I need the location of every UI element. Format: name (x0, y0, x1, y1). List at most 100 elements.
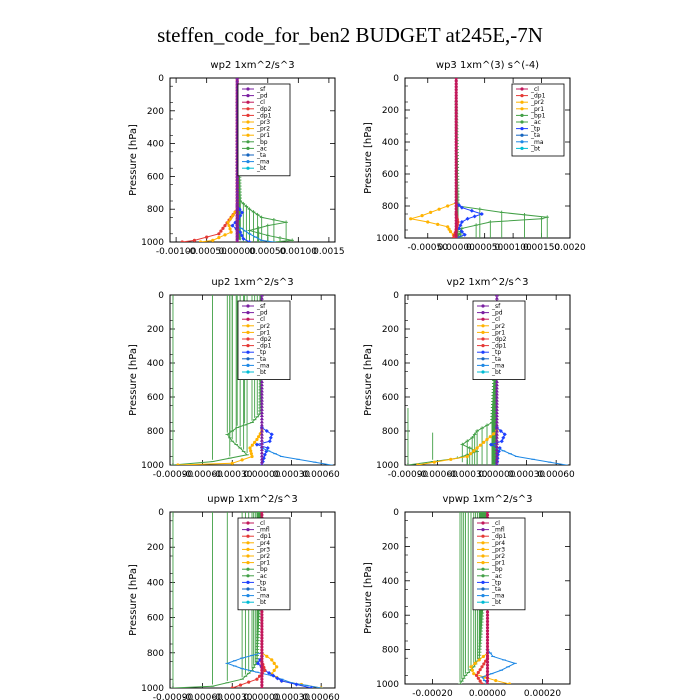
marker-pr (416, 463, 420, 465)
legend-box (237, 83, 291, 177)
marker-sf (494, 432, 499, 436)
marker-cl (454, 201, 458, 205)
marker-cl (454, 88, 458, 92)
marker-sf (235, 216, 240, 220)
x-tick-label: -0.00050 (186, 247, 227, 257)
legend-marker (481, 574, 485, 578)
marker-cl (485, 629, 490, 633)
x-tick-label: 0.00060 (303, 470, 340, 480)
y-tick-label: 1000 (376, 680, 399, 690)
y-axis-label: Pressure [hPa] (363, 344, 374, 416)
marker-sf (259, 379, 264, 384)
marker-sf (494, 450, 499, 455)
legend-label: _dp1 (256, 533, 272, 540)
marker-sf (235, 210, 240, 214)
marker-pr (217, 236, 221, 240)
y-tick-label: 800 (382, 202, 399, 212)
marker-pr (250, 454, 254, 459)
marker-cl (454, 93, 458, 98)
marker-sf (235, 204, 240, 208)
marker-bp (227, 295, 232, 459)
marker-cl (454, 85, 458, 89)
legend-box (472, 517, 526, 611)
legend-label: _pr2 (256, 126, 270, 133)
panel-title: upwp 1xm^2/s^3 (207, 494, 297, 505)
marker-cl (454, 143, 458, 147)
marker-sf (235, 174, 240, 178)
series-line-pr (417, 430, 498, 465)
marker-cl (454, 146, 458, 150)
x-tick-label: -0.00020 (412, 689, 453, 699)
legend: _cl_dp1_pr2_pr1_bp1_ac_tp_ta_ma_bt (511, 83, 565, 157)
legend-label: _pr2 (491, 553, 505, 560)
legend-marker (246, 357, 250, 361)
legend-label: _cl (491, 316, 500, 323)
marker-sf (259, 447, 264, 452)
y-tick-label: 0 (158, 291, 164, 301)
y-tick-label: 200 (147, 107, 164, 117)
legend-label: _ma (256, 362, 270, 369)
marker-cl (454, 192, 458, 196)
marker-dp (230, 686, 234, 688)
marker-cl (260, 633, 264, 637)
legend-label: _dp2 (256, 106, 272, 113)
marker-sf (494, 444, 499, 448)
marker-tp (502, 432, 507, 437)
marker-sf (259, 422, 264, 427)
marker-tp (267, 671, 272, 676)
marker-cl (454, 128, 458, 132)
panel-title: vpwp 1xm^2/s^3 (442, 494, 532, 505)
legend-label: _bt (491, 369, 502, 376)
legend-label: _pr3 (256, 546, 270, 553)
marker-cl (485, 669, 490, 674)
legend-label: _ta (256, 586, 266, 593)
marker-cl (485, 648, 490, 652)
marker-sf (259, 407, 264, 411)
marker-sf (259, 391, 264, 396)
legend-marker (246, 541, 250, 545)
marker-dp (255, 677, 259, 681)
marker-pr (228, 217, 232, 221)
legend-marker (481, 357, 485, 361)
legend-label: _dp1 (256, 343, 272, 350)
legend-label: _pr4 (256, 540, 270, 547)
marker-cl (454, 224, 458, 228)
x-tick-label: -0.00060 (417, 470, 458, 480)
legend-label: _pr2 (256, 323, 270, 330)
marker-cl (260, 636, 264, 640)
legend-marker (481, 547, 485, 552)
legend-label: _sf (491, 303, 501, 310)
y-tick-label: 200 (147, 325, 164, 335)
legend-marker (246, 87, 250, 91)
marker-pr (231, 214, 235, 218)
marker-cl (454, 154, 458, 159)
marker-pr (465, 454, 469, 459)
marker-tp (241, 236, 246, 241)
marker-bp (499, 210, 504, 238)
marker-tp (459, 205, 464, 210)
marker-bp (272, 218, 276, 242)
marker-sf (494, 447, 499, 452)
marker-tp (239, 233, 244, 238)
legend-marker (246, 94, 250, 98)
marker-bp (461, 512, 466, 679)
marker-bp (284, 220, 288, 242)
legend-marker (520, 100, 524, 104)
marker-dp (219, 229, 223, 233)
legend: _sf_pd_cl_dp2_dp1_pr3_pr2_pr1_bp_ac_ta_m… (237, 83, 291, 177)
marker-cl (454, 131, 458, 135)
marker-cl (260, 657, 264, 661)
marker-pr (420, 214, 424, 218)
marker-pr (272, 661, 276, 665)
marker-sf (494, 438, 499, 442)
legend-label: _ac (256, 145, 267, 152)
legend-label: _dp1 (491, 533, 507, 540)
marker-sf (235, 186, 240, 190)
plot-frame (169, 511, 336, 689)
legend-marker (246, 304, 250, 308)
marker-bp (210, 512, 215, 687)
marker-cl (454, 184, 458, 188)
x-tick-label: 0.00060 (303, 693, 340, 700)
marker-bp (522, 213, 527, 238)
y-axis-label: Pressure [hPa] (363, 562, 374, 634)
